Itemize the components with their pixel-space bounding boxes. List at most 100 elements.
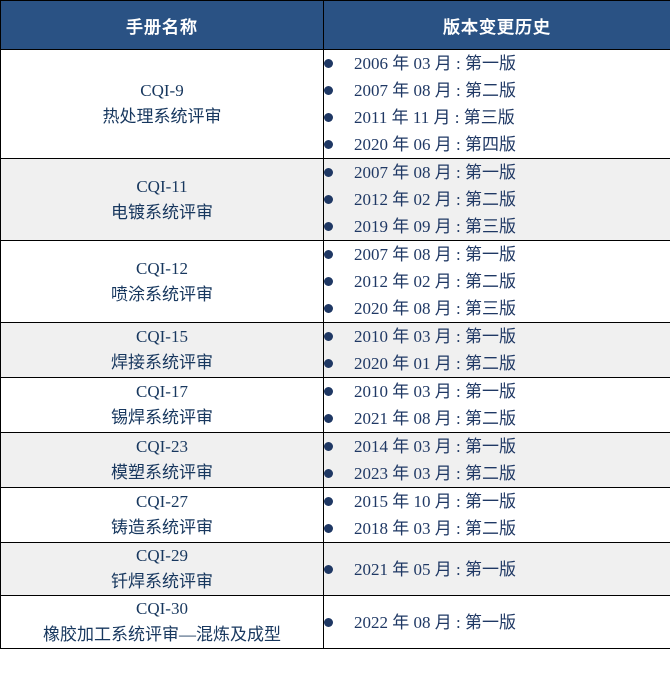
version-text: 2012 年 02 月 : 第二版 xyxy=(354,190,516,209)
bullet-icon xyxy=(324,524,333,533)
version-text: 2020 年 08 月 : 第三版 xyxy=(354,299,516,318)
bullet-icon xyxy=(324,387,333,396)
manual-code: CQI-15 xyxy=(136,327,188,346)
version-text: 2014 年 03 月 : 第一版 xyxy=(354,437,516,456)
version-item: 2012 年 02 月 : 第二版 xyxy=(324,186,670,213)
bullet-icon xyxy=(324,168,333,177)
version-list: 2021 年 05 月 : 第一版 xyxy=(324,556,670,583)
version-text: 2015 年 10 月 : 第一版 xyxy=(354,492,516,511)
manual-name: 橡胶加工系统评审—混炼及成型 xyxy=(43,625,281,644)
version-item: 2012 年 02 月 : 第二版 xyxy=(324,268,670,295)
version-item: 2007 年 08 月 : 第一版 xyxy=(324,241,670,268)
version-item: 2010 年 03 月 : 第一版 xyxy=(324,323,670,350)
table-header: 手册名称 版本变更历史 xyxy=(0,0,670,50)
version-list: 2014 年 03 月 : 第一版 2023 年 03 月 : 第二版 xyxy=(324,433,670,487)
bullet-icon xyxy=(324,332,333,341)
manual-cell: CQI-23 模塑系统评审 xyxy=(0,432,324,488)
header-row: 手册名称 版本变更历史 xyxy=(0,0,670,50)
table-row: CQI-9 热处理系统评审 2006 年 03 月 : 第一版 2007 年 08… xyxy=(0,49,670,159)
bullet-icon xyxy=(324,277,333,286)
version-text: 2007 年 08 月 : 第一版 xyxy=(354,245,516,264)
version-text: 2010 年 03 月 : 第一版 xyxy=(354,327,516,346)
version-text: 2006 年 03 月 : 第一版 xyxy=(354,54,516,73)
manual-code: CQI-29 xyxy=(136,546,188,565)
table-row: CQI-15 焊接系统评审 2010 年 03 月 : 第一版 2020 年 01… xyxy=(0,322,670,378)
version-item: 2007 年 08 月 : 第一版 xyxy=(324,159,670,186)
bullet-icon xyxy=(324,469,333,478)
bullet-icon xyxy=(324,359,333,368)
bullet-icon xyxy=(324,442,333,451)
versions-cell: 2007 年 08 月 : 第一版 2012 年 02 月 : 第二版 2019 年… xyxy=(323,158,670,241)
manual-code: CQI-23 xyxy=(136,437,188,456)
table-row: CQI-12 喷涂系统评审 2007 年 08 月 : 第一版 2012 年 02… xyxy=(0,240,670,323)
manual-name: 焊接系统评审 xyxy=(111,353,213,372)
bullet-icon xyxy=(324,497,333,506)
version-item: 2014 年 03 月 : 第一版 xyxy=(324,433,670,460)
version-item: 2018 年 03 月 : 第二版 xyxy=(324,515,670,542)
version-text: 2021 年 08 月 : 第二版 xyxy=(354,409,516,428)
version-list: 2015 年 10 月 : 第一版 2018 年 03 月 : 第二版 xyxy=(324,488,670,542)
manual-cell: CQI-11 电镀系统评审 xyxy=(0,158,324,241)
version-text: 2023 年 03 月 : 第二版 xyxy=(354,464,516,483)
version-item: 2019 年 09 月 : 第三版 xyxy=(324,213,670,240)
version-list: 2010 年 03 月 : 第一版 2020 年 01 月 : 第二版 xyxy=(324,323,670,377)
table-row: CQI-11 电镀系统评审 2007 年 08 月 : 第一版 2012 年 02… xyxy=(0,158,670,241)
manual-name: 喷涂系统评审 xyxy=(111,284,213,304)
version-item: 2011 年 11 月 : 第三版 xyxy=(324,104,670,131)
bullet-icon xyxy=(324,195,333,204)
manual-name: 电镀系统评审 xyxy=(111,202,213,222)
bullet-icon xyxy=(324,617,333,627)
version-list: 2006 年 03 月 : 第一版 2007 年 08 月 : 第二版 2011 年… xyxy=(324,50,670,158)
manual-cell: CQI-17 锡焊系统评审 xyxy=(0,377,324,433)
version-item: 2020 年 01 月 : 第二版 xyxy=(324,350,670,377)
bullet-icon xyxy=(324,250,333,259)
manual-cell: CQI-29 钎焊系统评审 xyxy=(0,542,324,596)
version-text: 2018 年 03 月 : 第二版 xyxy=(354,519,516,538)
version-text: 2020 年 06 月 : 第四版 xyxy=(354,135,516,154)
table-row: CQI-17 锡焊系统评审 2010 年 03 月 : 第一版 2021 年 08… xyxy=(0,377,670,433)
manual-cell: CQI-27 铸造系统评审 xyxy=(0,487,324,543)
manual-cell: CQI-15 焊接系统评审 xyxy=(0,322,324,378)
manual-cell: CQI-12 喷涂系统评审 xyxy=(0,240,324,323)
version-text: 2020 年 01 月 : 第二版 xyxy=(354,354,516,373)
manual-name: 锡焊系统评审 xyxy=(111,408,213,427)
versions-cell: 2006 年 03 月 : 第一版 2007 年 08 月 : 第二版 2011 年… xyxy=(323,49,670,159)
bullet-icon xyxy=(324,113,333,122)
manual-name: 钎焊系统评审 xyxy=(111,572,213,591)
version-item: 2020 年 06 月 : 第四版 xyxy=(324,131,670,158)
versions-cell: 2021 年 05 月 : 第一版 xyxy=(323,542,670,596)
manual-code: CQI-27 xyxy=(136,492,188,511)
version-text: 2011 年 11 月 : 第三版 xyxy=(354,108,515,127)
version-item: 2015 年 10 月 : 第一版 xyxy=(324,488,670,515)
manual-name: 铸造系统评审 xyxy=(111,518,213,537)
header-manual-name: 手册名称 xyxy=(0,0,324,50)
manual-name: 模塑系统评审 xyxy=(111,463,213,482)
manual-version-table: 手册名称 版本变更历史 CQI-9 热处理系统评审 2006 年 03 月 : … xyxy=(0,0,670,649)
table-row: CQI-29 钎焊系统评审 2021 年 05 月 : 第一版 xyxy=(0,542,670,596)
table-row: CQI-30 橡胶加工系统评审—混炼及成型 2022 年 08 月 : 第一版 xyxy=(0,595,670,649)
version-text: 2021 年 05 月 : 第一版 xyxy=(354,559,516,579)
versions-cell: 2010 年 03 月 : 第一版 2020 年 01 月 : 第二版 xyxy=(323,322,670,378)
version-item: 2007 年 08 月 : 第二版 xyxy=(324,77,670,104)
table-row: CQI-27 铸造系统评审 2015 年 10 月 : 第一版 2018 年 03… xyxy=(0,487,670,543)
version-list: 2007 年 08 月 : 第一版 2012 年 02 月 : 第二版 2020 年… xyxy=(324,241,670,322)
bullet-icon xyxy=(324,86,333,95)
version-item: 2022 年 08 月 : 第一版 xyxy=(324,609,670,636)
version-text: 2007 年 08 月 : 第一版 xyxy=(354,163,516,182)
versions-cell: 2007 年 08 月 : 第一版 2012 年 02 月 : 第二版 2020 年… xyxy=(323,240,670,323)
manual-cell: CQI-9 热处理系统评审 xyxy=(0,49,324,159)
bullet-icon xyxy=(324,414,333,423)
version-text: 2010 年 03 月 : 第一版 xyxy=(354,382,516,401)
manual-code: CQI-17 xyxy=(136,382,188,401)
version-list: 2022 年 08 月 : 第一版 xyxy=(324,609,670,636)
bullet-icon xyxy=(324,140,333,149)
version-item: 2020 年 08 月 : 第三版 xyxy=(324,295,670,322)
version-item: 2006 年 03 月 : 第一版 xyxy=(324,50,670,77)
manual-code: CQI-12 xyxy=(136,258,188,278)
manual-code: CQI-9 xyxy=(140,81,184,100)
bullet-icon xyxy=(324,564,333,574)
versions-cell: 2010 年 03 月 : 第一版 2021 年 08 月 : 第二版 xyxy=(323,377,670,433)
version-text: 2012 年 02 月 : 第二版 xyxy=(354,272,516,291)
version-item: 2021 年 05 月 : 第一版 xyxy=(324,556,670,583)
manual-name: 热处理系统评审 xyxy=(102,107,222,126)
